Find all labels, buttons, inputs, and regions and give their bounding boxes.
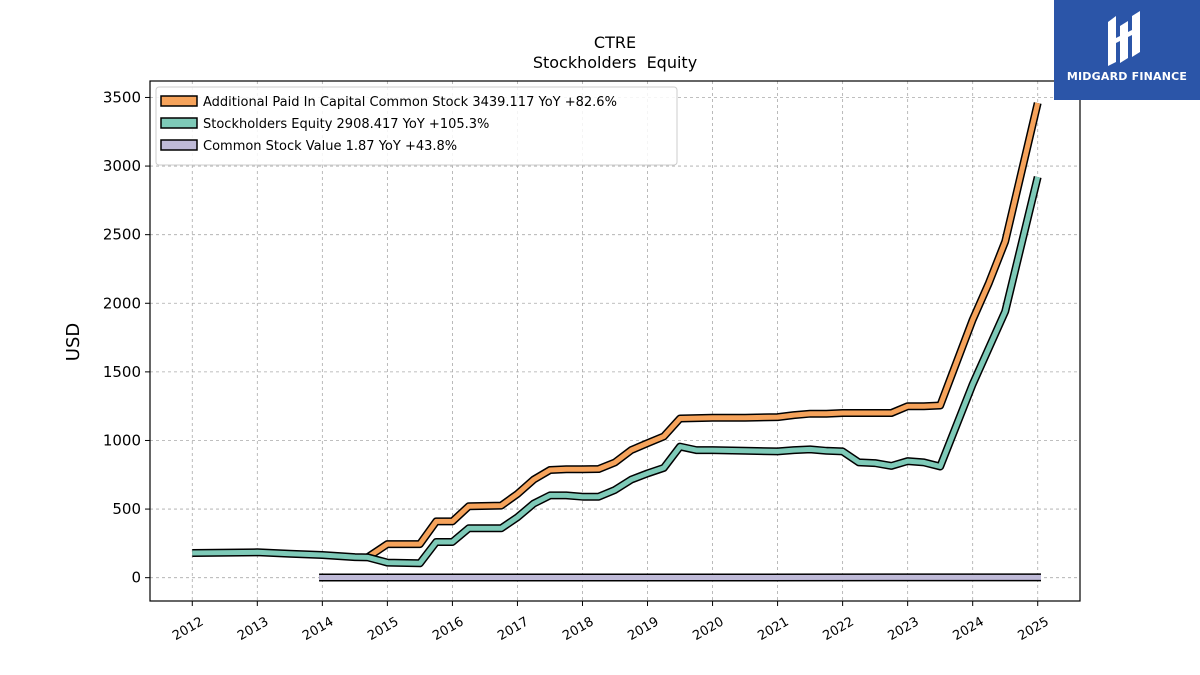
chart-subtitle: Stockholders Equity [533, 53, 697, 72]
plot-frame [149, 80, 1081, 602]
y-tick-label: 3500 [103, 88, 141, 106]
series-lines [192, 102, 1042, 582]
x-axis-ticks: 2012 2013 2014 2015 2016 2017 2018 2019 2020 2021… [170, 601, 1052, 644]
x-tick-label: 2014 [300, 614, 336, 644]
legend-swatch [160, 95, 198, 107]
x-tick-label: 2021 [755, 614, 791, 644]
x-tick-label: 2019 [625, 614, 661, 644]
y-axis-ticks: 0 500 1000 1500 2000 2500 3000 3500 [103, 88, 150, 587]
x-tick-label: 2012 [170, 614, 206, 644]
y-tick-label: 2000 [103, 294, 141, 312]
legend-entry-label: Stockholders Equity 2908.417 YoY +105.3% [203, 117, 489, 132]
x-tick-label: 2016 [430, 614, 466, 644]
y-tick-label: 3000 [103, 157, 141, 175]
legend: Additional Paid In Capital Common Stock … [155, 86, 678, 166]
x-tick-label: 2023 [885, 614, 921, 644]
legend-swatch [160, 139, 198, 151]
logo-text: MIDGARD FINANCE [1066, 70, 1188, 83]
series-outline-additional-paid-in-capital-common-stock [365, 102, 1042, 561]
logo-mark-icon [1108, 11, 1140, 66]
x-tick-label: 2020 [690, 614, 726, 644]
y-tick-label: 500 [112, 500, 141, 518]
legend-box [155, 86, 678, 166]
series-line-stockholders-equity [192, 176, 1041, 566]
x-tick-label: 2025 [1016, 614, 1052, 644]
x-tick-label: 2024 [951, 614, 987, 644]
x-tick-label: 2015 [365, 614, 401, 644]
y-axis-label: USD [63, 323, 84, 361]
chart-title: CTRE [594, 33, 636, 52]
y-tick-label: 1500 [103, 363, 141, 381]
legend-entry-label: Common Stock Value 1.87 YoY +43.8% [203, 139, 457, 154]
series-line-additional-paid-in-capital-common-stock [366, 102, 1041, 560]
y-tick-label: 0 [131, 569, 141, 587]
y-tick-label: 1000 [103, 431, 141, 449]
legend-swatch [160, 117, 198, 129]
midgard-finance-logo: MIDGARD FINANCE [1054, 0, 1200, 100]
x-tick-label: 2022 [820, 614, 856, 644]
x-tick-label: 2018 [560, 614, 596, 644]
x-tick-label: 2013 [235, 614, 271, 644]
legend-entry-label: Additional Paid In Capital Common Stock … [203, 95, 617, 110]
x-tick-label: 2017 [495, 614, 531, 644]
y-tick-label: 2500 [103, 226, 141, 244]
